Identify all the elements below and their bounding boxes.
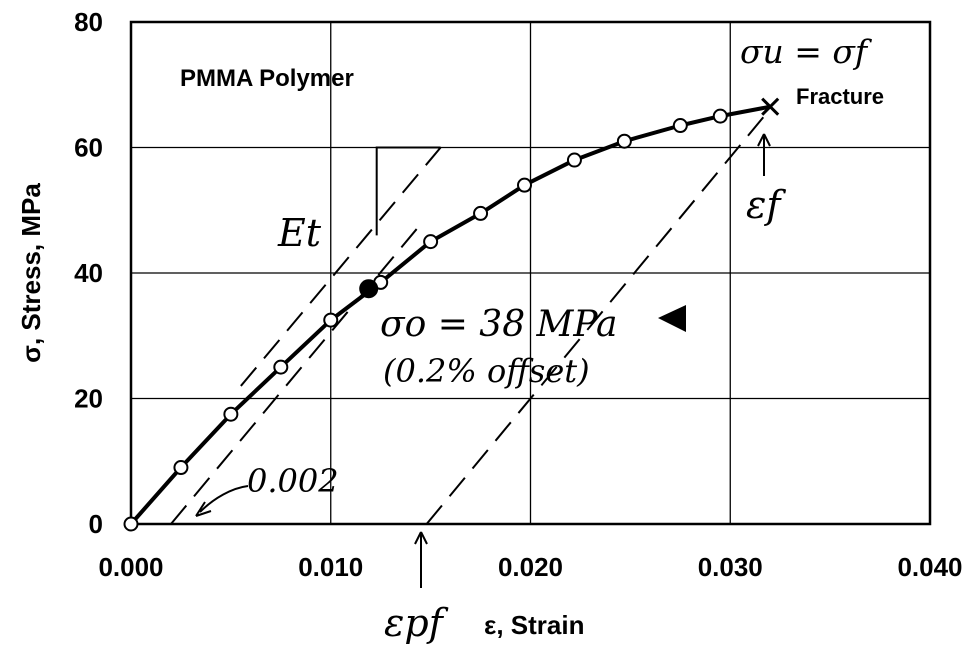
y-tick-label: 80 [74, 7, 103, 37]
data-point [323, 312, 339, 328]
fracture-strain-arrow-icon [757, 133, 771, 176]
data-point [273, 359, 289, 375]
offset-value-label: 0.002 [247, 462, 339, 500]
fracture-point-x-icon [761, 97, 780, 116]
plastic-fracture-strain-label: εpf [384, 601, 449, 645]
yield-pointer-triangle-icon [658, 305, 686, 332]
y-tick-label: 0 [89, 509, 103, 539]
tick-labels: 0.000 0.010 0.020 0.030 0.040 0 20 40 60 80 [74, 7, 962, 582]
y-tick-label: 20 [74, 384, 103, 414]
offset-line [170, 228, 418, 525]
data-point [517, 177, 533, 193]
data-point [473, 205, 489, 221]
data-point [672, 118, 688, 134]
data-point [566, 152, 582, 168]
yield-strength-label: σo = 38 MPa [380, 304, 617, 345]
offset-note-label: (0.2% offset) [383, 352, 590, 390]
yield-point [359, 279, 379, 299]
construction-lines [170, 115, 765, 525]
x-axis-label: ε, Strain [484, 610, 584, 640]
modulus-triangle [375, 146, 441, 236]
y-tick-label: 60 [74, 133, 103, 163]
tangent-modulus-label: Et [277, 211, 322, 255]
offset-arrow-icon [195, 485, 249, 517]
data-point [423, 234, 439, 250]
data-point [712, 108, 728, 124]
stress-strain-curve [129, 104, 773, 526]
tangent-modulus-line [240, 146, 442, 387]
fracture-label: Fracture [796, 84, 884, 109]
data-point [123, 516, 139, 532]
plot-frame [129, 20, 932, 526]
fracture-strain-label: εf [746, 183, 786, 227]
x-tick-label: 0.000 [98, 552, 163, 582]
unloading-line [425, 115, 765, 525]
data-point [223, 406, 239, 422]
data-point [173, 460, 189, 476]
y-axis-label: σ, Stress, MPa [16, 183, 46, 363]
y-tick-label: 40 [74, 258, 103, 288]
x-tick-label: 0.020 [498, 552, 563, 582]
x-tick-label: 0.010 [298, 552, 363, 582]
data-markers [123, 97, 780, 532]
x-tick-label: 0.030 [698, 552, 763, 582]
chart-title: PMMA Polymer [180, 65, 354, 92]
sigma-u-equals-sigma-f-label: σu = σf [740, 32, 873, 71]
plastic-strain-arrow-icon [414, 531, 428, 588]
x-tick-label: 0.040 [897, 552, 962, 582]
data-point [616, 133, 632, 149]
